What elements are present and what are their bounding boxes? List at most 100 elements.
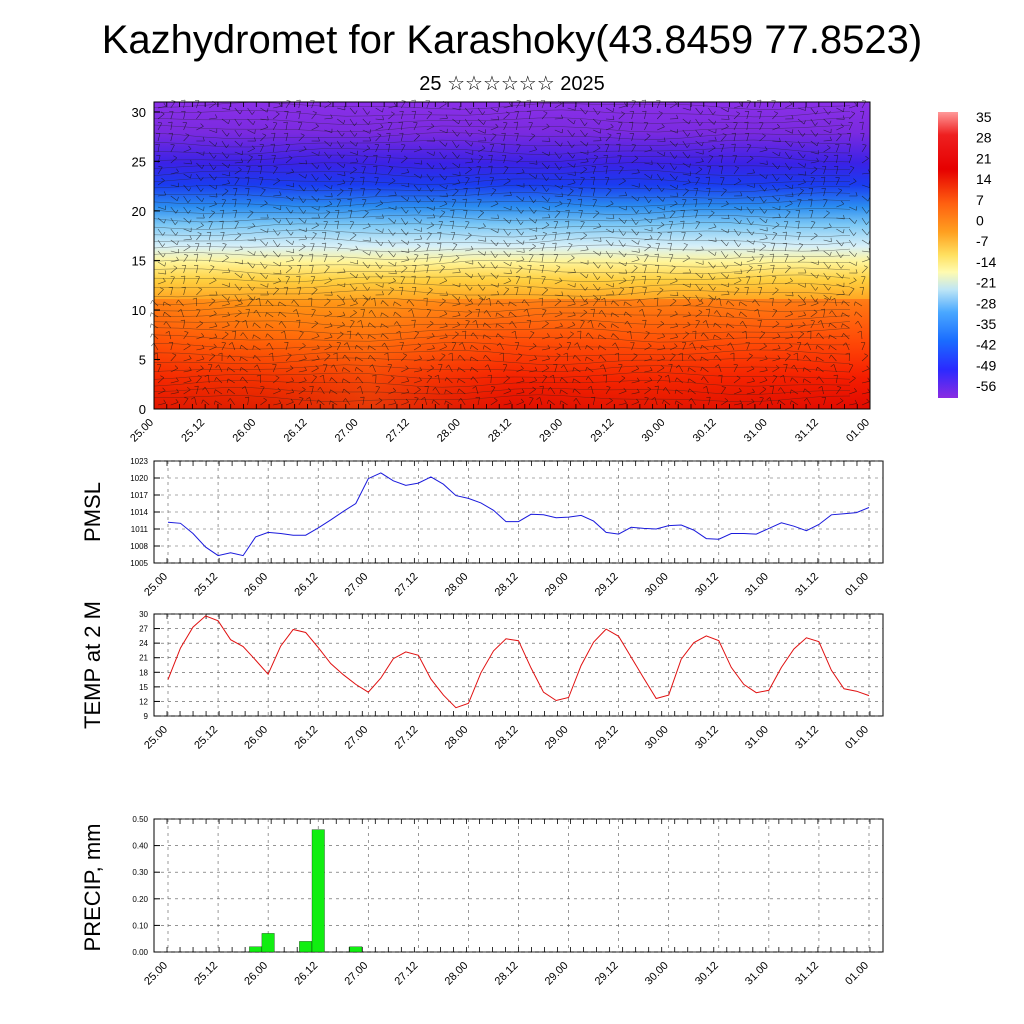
y-tick-label: 30 <box>132 105 146 120</box>
x-tick-label: 27.00 <box>342 724 370 752</box>
x-tick-label: 28.12 <box>493 724 521 752</box>
x-tick-label: 31.12 <box>793 417 821 445</box>
y-tick-label: 9 <box>144 712 149 721</box>
y-axis-label: PMSL <box>80 482 105 542</box>
y-tick-label: 10 <box>132 303 146 318</box>
colorbar-label: 14 <box>976 171 992 187</box>
y-tick-label: 1020 <box>130 474 148 483</box>
x-tick-label: 30.12 <box>691 417 719 445</box>
isotherm-line <box>153 297 851 305</box>
x-tick-label: 30.12 <box>693 571 721 599</box>
isotherm-line <box>153 252 851 260</box>
isotherm-line <box>153 312 851 320</box>
series-line <box>167 472 870 557</box>
colorbar-label: 7 <box>976 192 984 208</box>
x-tick-label: 30.12 <box>693 960 721 988</box>
y-tick-label: 1005 <box>130 559 148 568</box>
y-tick-label: 1014 <box>130 508 148 517</box>
y-tick-label: 5 <box>139 352 146 367</box>
x-tick-label: 27.00 <box>342 960 370 988</box>
y-tick-label: 18 <box>139 668 148 677</box>
y-tick-label: 15 <box>139 683 148 692</box>
isotherm-line <box>153 132 851 140</box>
x-tick-label: 31.12 <box>793 571 821 599</box>
temperature-cross-section: 0 5 10 15 20 25 30 25.00 25.12 26.00 26.12 27.00 27.… <box>128 99 872 445</box>
isotherm-line <box>153 192 851 200</box>
precip-bar <box>349 946 363 953</box>
x-tick-label: 25.00 <box>128 417 156 445</box>
isotherm-line <box>153 357 851 365</box>
colorbar-label: -14 <box>976 254 996 270</box>
series-line <box>167 615 870 709</box>
x-tick-label: 27.12 <box>393 724 421 752</box>
x-tick-label: 28.12 <box>493 960 521 988</box>
precip-bar <box>311 829 325 953</box>
isotherm-line <box>153 394 851 402</box>
x-tick-label: 31.12 <box>793 724 821 752</box>
x-tick-label: 25.12 <box>192 571 220 599</box>
isotherm-line <box>153 184 851 193</box>
temp-chart: 9 12 15 18 21 24 27 30 25.00 25.12 26.00 26.12 27.00… <box>80 601 884 752</box>
x-tick-label: 26.00 <box>230 417 258 445</box>
pmsl-chart: 1005 1008 1011 1014 1017 1020 1023 25.00 25.12 26… <box>80 457 884 599</box>
isotherm-line <box>153 319 851 327</box>
y-tick-label: 30 <box>139 610 148 619</box>
y-tick-label: 27 <box>139 625 148 634</box>
x-tick-label: 01.00 <box>843 960 871 988</box>
x-tick-label: 25.12 <box>179 417 207 445</box>
x-tick-label: 26.12 <box>292 960 320 988</box>
x-tick-label: 31.00 <box>743 960 771 988</box>
colorbar: 35 28 21 14 7 0 -7 -14 -21 -28 -35 -42 -49 -56 <box>938 109 996 398</box>
colorbar-label: 0 <box>976 213 984 229</box>
x-tick-label: 29.00 <box>543 960 571 988</box>
isotherm-line <box>153 289 851 298</box>
x-tick-label: 27.12 <box>393 571 421 599</box>
x-tick-label: 01.00 <box>844 417 872 445</box>
isotherm-line <box>153 169 851 178</box>
x-tick-label: 26.00 <box>242 571 270 599</box>
isotherm-line <box>153 334 851 343</box>
isotherm-line <box>153 214 851 223</box>
x-tick-label: 29.12 <box>593 960 621 988</box>
colorbar-label: -7 <box>976 233 989 249</box>
isotherm-line <box>153 349 851 358</box>
x-tick-label: 27.00 <box>342 571 370 599</box>
colorbar-label: -56 <box>976 378 996 394</box>
isotherm-line <box>153 177 851 185</box>
isotherm-line <box>153 372 851 380</box>
isotherm-line <box>153 117 851 125</box>
x-tick-label: 30.00 <box>640 417 668 445</box>
y-tick-label: 25 <box>132 154 146 169</box>
x-tick-label: 30.00 <box>643 960 671 988</box>
isotherm-line <box>153 139 850 148</box>
x-tick-label: 27.12 <box>393 960 421 988</box>
isotherm-line <box>153 259 851 268</box>
x-tick-label: 25.00 <box>142 724 170 752</box>
y-tick-label: 1023 <box>130 457 148 466</box>
x-tick-label: 27.12 <box>384 417 412 445</box>
isotherm-line <box>153 304 851 313</box>
x-tick-label: 31.12 <box>793 960 821 988</box>
x-tick-label: 29.00 <box>543 571 571 599</box>
isotherm-line <box>153 387 851 395</box>
x-tick-label: 28.12 <box>493 571 521 599</box>
page-title: Kazhydromet for Karashoky(43.8459 77.852… <box>101 18 923 62</box>
y-tick-label: 21 <box>139 654 148 663</box>
precip-bar <box>299 941 313 953</box>
y-tick-label: 0.10 <box>132 921 148 930</box>
colorbar-label: -28 <box>976 295 996 311</box>
y-tick-label: 0.50 <box>132 815 148 824</box>
y-axis-label: TEMP at 2 M <box>80 601 105 729</box>
y-tick-label: 0.30 <box>132 868 148 877</box>
isotherm-line <box>153 222 851 230</box>
y-tick-label: 1017 <box>130 491 148 500</box>
x-tick-label: 27.00 <box>333 417 361 445</box>
x-tick-label: 01.00 <box>843 724 871 752</box>
x-tick-label: 29.00 <box>543 724 571 752</box>
x-tick-label: 29.12 <box>588 417 616 445</box>
x-tick-label: 31.00 <box>742 417 770 445</box>
isotherm-line <box>153 199 851 208</box>
isotherm-line <box>153 109 851 118</box>
colorbar-label: 35 <box>976 109 992 125</box>
